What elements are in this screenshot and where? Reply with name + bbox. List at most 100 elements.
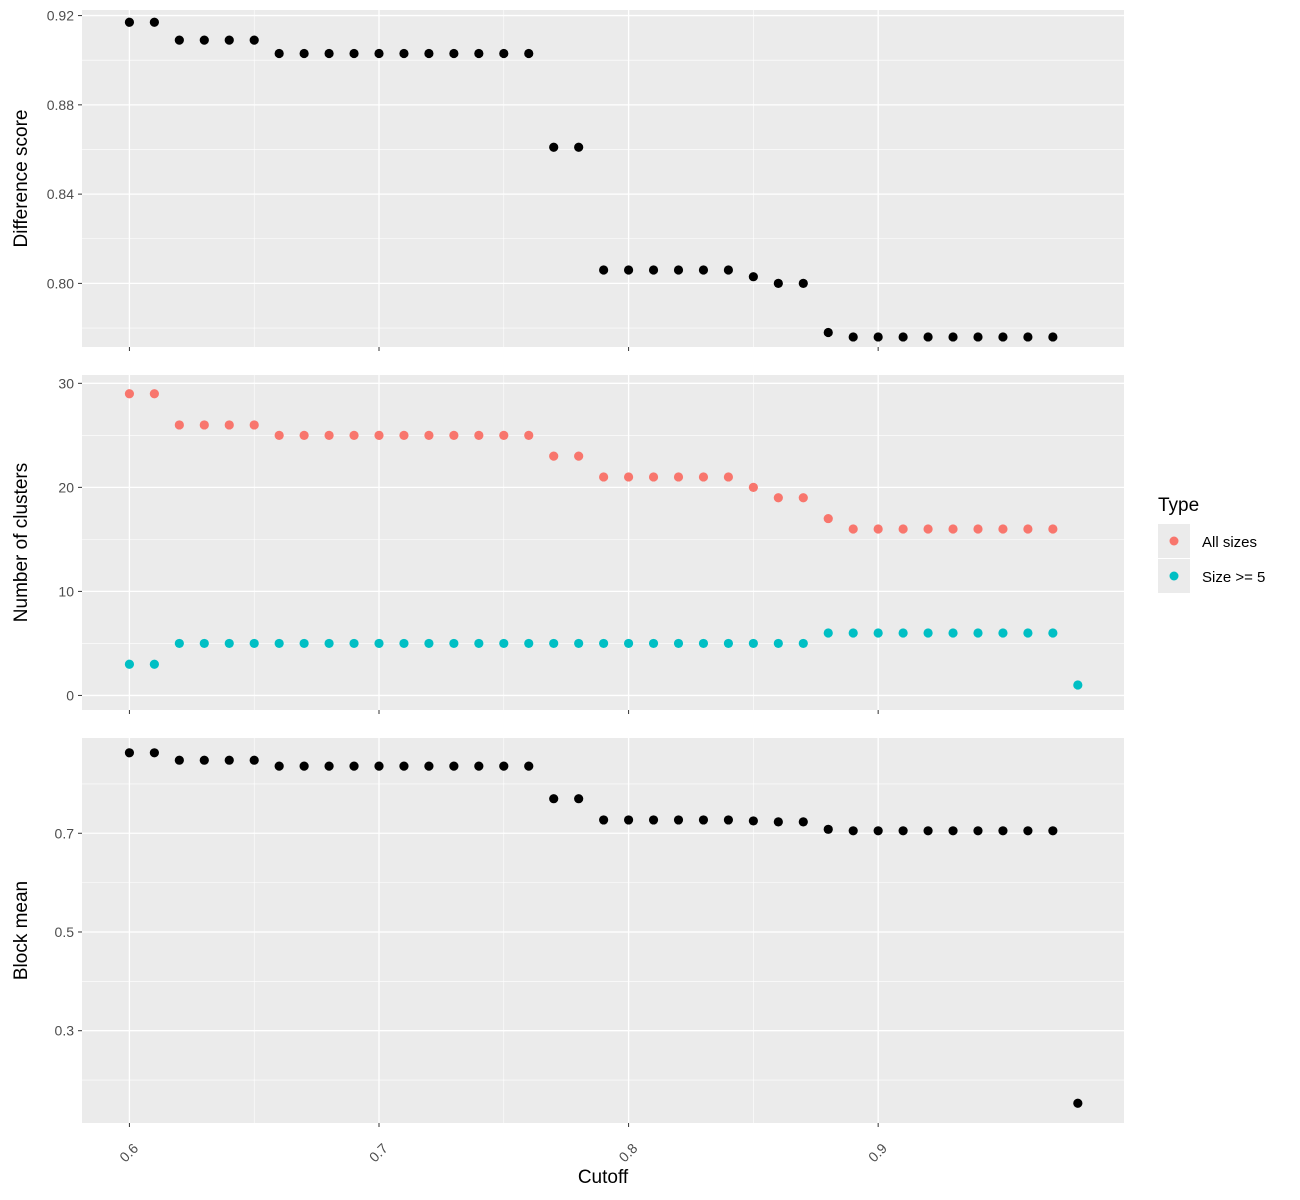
point-series [124,17,135,27]
point-size-5 [923,628,933,638]
point-all-sizes [1048,524,1058,534]
point-series [149,17,159,27]
point-size-5 [648,638,659,649]
point-series [1048,332,1058,342]
point-all-sizes [424,430,434,440]
point-series [998,332,1008,342]
point-series [174,755,184,765]
point-series [274,48,284,59]
point-size-5 [1048,628,1058,638]
point-all-sizes [698,472,709,482]
legend-key-dot-size-5 [1169,571,1179,581]
point-series [1023,826,1033,836]
point-series [673,265,684,275]
point-all-sizes [374,430,384,440]
point-size-5 [798,638,808,649]
point-series [574,794,584,804]
point-series [424,48,434,59]
point-series [948,826,958,836]
point-all-sizes [524,430,534,440]
point-series [199,35,209,45]
point-series [798,278,808,288]
point-series [399,761,409,771]
point-all-sizes [349,430,359,440]
point-all-sizes [1023,524,1033,534]
x-tick-label: 0.8 [615,1140,640,1165]
point-size-5 [673,638,684,649]
point-series [623,815,634,825]
point-series [1073,1098,1083,1108]
point-series [648,815,659,825]
point-series [873,332,883,342]
point-series [524,761,534,771]
point-series [923,332,933,342]
point-size-5 [1023,628,1033,638]
point-all-sizes [474,430,484,440]
y-tick-label: 0.84 [47,186,74,202]
point-all-sizes [399,430,409,440]
point-series [274,761,284,771]
point-size-5 [599,638,609,649]
point-series [823,327,833,338]
point-all-sizes [549,451,559,461]
panel-number-of-clusters: 0 10 20 30 Number of clusters [11,375,1124,714]
point-all-sizes [623,472,634,482]
point-size-5 [998,628,1008,638]
y-axis-title: Number of clusters [11,463,32,622]
point-all-sizes [823,513,833,524]
point-series [648,265,659,275]
point-size-5 [723,638,734,649]
point-series [574,142,584,152]
point-size-5 [149,659,159,669]
legend-key-dot-all-sizes [1169,536,1179,546]
point-series [848,826,858,836]
point-all-sizes [599,472,609,482]
point-series [324,48,334,59]
point-all-sizes [873,524,883,534]
point-all-sizes [124,389,135,399]
point-series [923,826,933,836]
point-series [898,826,908,836]
panel-difference-score: 0.80 0.84 0.88 0.92 Difference score [11,8,1124,351]
point-all-sizes [723,472,734,482]
point-all-sizes [923,524,933,534]
y-tick-label: 0.7 [55,825,75,841]
point-series [224,755,234,765]
x-axis-title: Cutoff [578,1167,629,1188]
point-all-sizes [149,389,159,399]
point-series [748,816,758,826]
panels-layer: 0.80 0.84 0.88 0.92 Difference score 0 10 20 30 N… [11,8,1124,1165]
point-size-5 [823,628,833,638]
point-series [474,48,484,59]
y-tick-label: 0.88 [47,97,74,113]
point-size-5 [574,638,584,649]
point-size-5 [349,638,359,649]
panel-block-mean: 0.3 0.5 0.7 Block mean 0.6 0.7 0.8 0.9 [11,738,1124,1165]
point-series [748,272,758,282]
point-size-5 [449,638,459,649]
y-tick-label: 10 [58,583,74,599]
point-series [449,48,459,59]
point-all-sizes [449,430,459,440]
point-all-sizes [798,493,808,503]
panel-background [82,10,1124,347]
legend-title: Type [1158,495,1199,516]
point-series [149,748,159,758]
point-all-sizes [199,420,209,430]
point-series [524,48,534,59]
point-all-sizes [773,493,783,503]
point-all-sizes [249,420,259,430]
point-all-sizes [673,472,684,482]
point-all-sizes [174,420,184,430]
y-tick-label: 0 [66,687,74,703]
point-size-5 [698,638,709,649]
point-series [349,48,359,59]
point-series [973,332,983,342]
y-tick-label: 0.3 [55,1023,75,1039]
point-all-sizes [299,430,309,440]
point-series [124,748,135,758]
point-series [199,755,209,765]
point-all-sizes [274,430,284,440]
point-series [773,278,783,288]
